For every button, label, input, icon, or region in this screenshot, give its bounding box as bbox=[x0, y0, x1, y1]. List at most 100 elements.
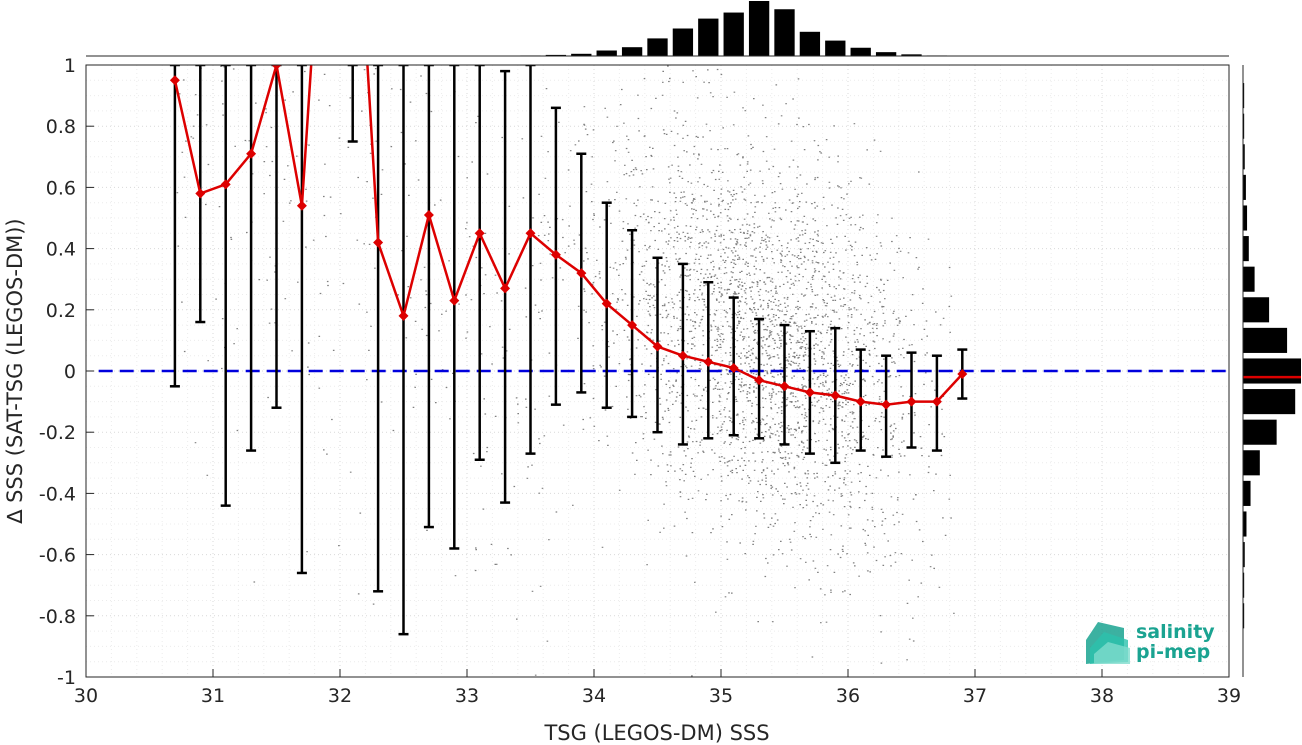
top-histogram-bar bbox=[875, 52, 897, 56]
right-histogram-bar bbox=[1243, 266, 1255, 292]
mean-marker bbox=[957, 369, 968, 380]
top-histogram-bar bbox=[748, 1, 770, 56]
mean-marker bbox=[830, 390, 841, 401]
y-tick-label: -0.2 bbox=[39, 422, 76, 444]
error-bar bbox=[271, 65, 282, 409]
x-tick-label: 30 bbox=[74, 685, 98, 707]
top-histogram-bar bbox=[647, 38, 668, 56]
x-tick-label: 38 bbox=[1090, 685, 1114, 707]
top-histogram-bar bbox=[596, 50, 617, 56]
x-tick-label: 37 bbox=[963, 685, 987, 707]
mean-marker bbox=[449, 295, 460, 306]
top-histogram-bar bbox=[799, 31, 821, 56]
y-tick-label: 0.2 bbox=[46, 300, 76, 322]
right-histogram-bar bbox=[1243, 205, 1248, 231]
wave-logo-icon bbox=[1086, 622, 1130, 664]
x-tick-label: 39 bbox=[1217, 685, 1241, 707]
right-histogram-bar bbox=[1243, 419, 1277, 445]
right-histogram-bar bbox=[1243, 327, 1288, 353]
top-histogram-bar bbox=[850, 47, 871, 56]
y-tick-label: 0.4 bbox=[46, 239, 76, 261]
mean-marker bbox=[550, 249, 561, 260]
error-bar bbox=[525, 65, 536, 455]
error-bar bbox=[398, 65, 409, 636]
y-tick-label: 0 bbox=[64, 361, 76, 383]
mean-marker bbox=[677, 350, 688, 361]
mean-marker bbox=[525, 228, 536, 239]
top-histogram-bar bbox=[545, 54, 567, 56]
right-histogram-bar bbox=[1243, 113, 1245, 139]
right-histogram-bar bbox=[1243, 236, 1249, 262]
top-histogram bbox=[86, 0, 1229, 57]
logo-line2: pi-mep bbox=[1136, 641, 1210, 663]
mean-marker bbox=[779, 381, 790, 392]
y-tick-label: 1 bbox=[64, 55, 76, 77]
mean-marker bbox=[931, 396, 942, 407]
mean-marker bbox=[296, 200, 307, 211]
mean-marker bbox=[220, 179, 231, 190]
x-tick-label: 33 bbox=[455, 685, 479, 707]
top-histogram-bar bbox=[672, 28, 694, 56]
main-plot: 30 31 32 33 34 35 36 37 38 39 1 0.8 0.6 0.4 0.2 0 -0.2 -0… bbox=[39, 55, 1241, 707]
mean-marker bbox=[627, 320, 638, 331]
y-axis-title: ∆ SSS (SAT-TSG (LEGOS-DM)) bbox=[3, 218, 27, 524]
mean-marker bbox=[195, 188, 206, 199]
top-histogram-bar bbox=[698, 18, 719, 57]
mean-marker bbox=[271, 65, 282, 70]
mean-marker bbox=[906, 396, 917, 407]
mean-marker bbox=[601, 298, 612, 309]
logo-line1: salinity bbox=[1136, 621, 1215, 643]
right-histogram-bar bbox=[1243, 511, 1247, 537]
right-histogram-bar bbox=[1243, 144, 1245, 170]
mean-marker bbox=[881, 399, 892, 410]
right-histogram-bar bbox=[1243, 297, 1270, 323]
mean-marker bbox=[804, 387, 815, 398]
mean-marker bbox=[246, 148, 257, 159]
salinity-pi-mep-logo: salinity pi-mep bbox=[1086, 621, 1215, 664]
right-histogram-bar bbox=[1243, 450, 1260, 476]
mean-marker bbox=[576, 268, 587, 279]
mean-marker bbox=[398, 310, 409, 321]
top-histogram-bar bbox=[825, 40, 846, 56]
mean-marker bbox=[500, 283, 511, 294]
x-tick-label: 34 bbox=[582, 685, 606, 707]
right-histogram-bar bbox=[1243, 174, 1246, 200]
top-histogram-bar bbox=[571, 53, 592, 56]
x-tick-label: 32 bbox=[328, 685, 352, 707]
top-histogram-bar bbox=[621, 47, 643, 56]
mean-marker bbox=[423, 209, 434, 220]
x-axis-title: TSG (LEGOS-DM) SSS bbox=[543, 721, 769, 745]
error-bar bbox=[347, 65, 358, 143]
right-histogram-bar bbox=[1243, 572, 1245, 598]
error-bar bbox=[169, 65, 180, 388]
mean-marker bbox=[703, 356, 714, 367]
right-histogram-bar bbox=[1243, 603, 1245, 629]
right-histogram-bar bbox=[1243, 542, 1245, 568]
y-tick-label: -0.4 bbox=[39, 483, 76, 505]
right-histogram-bar bbox=[1243, 480, 1251, 506]
y-tick-label: -0.6 bbox=[39, 545, 76, 567]
mean-marker bbox=[169, 75, 180, 86]
error-bar bbox=[373, 65, 384, 593]
right-histogram-bar bbox=[1243, 358, 1301, 384]
x-tick-label: 36 bbox=[836, 685, 860, 707]
right-histogram bbox=[1242, 65, 1302, 677]
mean-marker bbox=[855, 396, 866, 407]
y-tick-label: 0.8 bbox=[46, 116, 76, 138]
x-tick-label: 31 bbox=[201, 685, 225, 707]
error-bar bbox=[296, 65, 307, 575]
mean-marker bbox=[728, 362, 739, 373]
x-tick-label: 35 bbox=[709, 685, 733, 707]
error-bar bbox=[474, 65, 485, 461]
right-histogram-bar bbox=[1243, 83, 1245, 109]
error-bar bbox=[423, 65, 434, 529]
y-tick-label: 0.6 bbox=[46, 177, 76, 199]
error-bar bbox=[220, 65, 231, 507]
top-histogram-bar bbox=[901, 54, 922, 56]
top-histogram-bar bbox=[723, 12, 744, 57]
error-bar bbox=[449, 65, 460, 550]
top-histogram-bar bbox=[774, 9, 795, 56]
y-tick-label: -0.8 bbox=[39, 606, 76, 628]
mean-marker bbox=[474, 228, 485, 239]
